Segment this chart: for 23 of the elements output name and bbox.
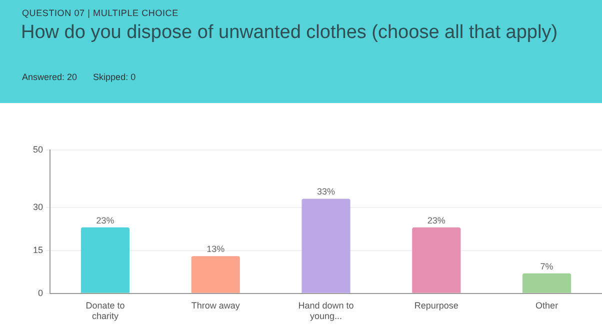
y-tick-label: 50 <box>32 144 44 154</box>
data-label: 33% <box>317 186 336 197</box>
x-tick-label: Repurpose <box>414 300 458 310</box>
data-label: 23% <box>427 215 446 226</box>
bar <box>412 227 461 293</box>
bar <box>302 198 350 293</box>
x-tick-label: Hand down to young... <box>298 300 354 322</box>
chart-title: How do you dispose of unwanted clothes (choose all that apply) <box>21 22 558 44</box>
x-tick-label: Other <box>536 300 558 310</box>
text: Answered: 20 <box>22 72 78 82</box>
bar <box>522 273 572 293</box>
y-tick-label: 0 <box>38 288 44 298</box>
bar <box>80 227 130 293</box>
x-tick-label: Throw away <box>191 300 240 310</box>
chart-subtitle: QUESTION 07 | MULTIPLE CHOICE <box>22 8 178 18</box>
data-label: 23% <box>96 215 114 226</box>
y-tick-label: 30 <box>32 202 44 212</box>
data-label: 13% <box>206 244 225 254</box>
text: Skipped: 0 <box>93 72 136 82</box>
bar <box>191 256 240 293</box>
x-tick-label: Donate to charity <box>86 300 125 322</box>
data-label: 7% <box>540 261 554 272</box>
y-tick-label: 15 <box>32 244 44 255</box>
